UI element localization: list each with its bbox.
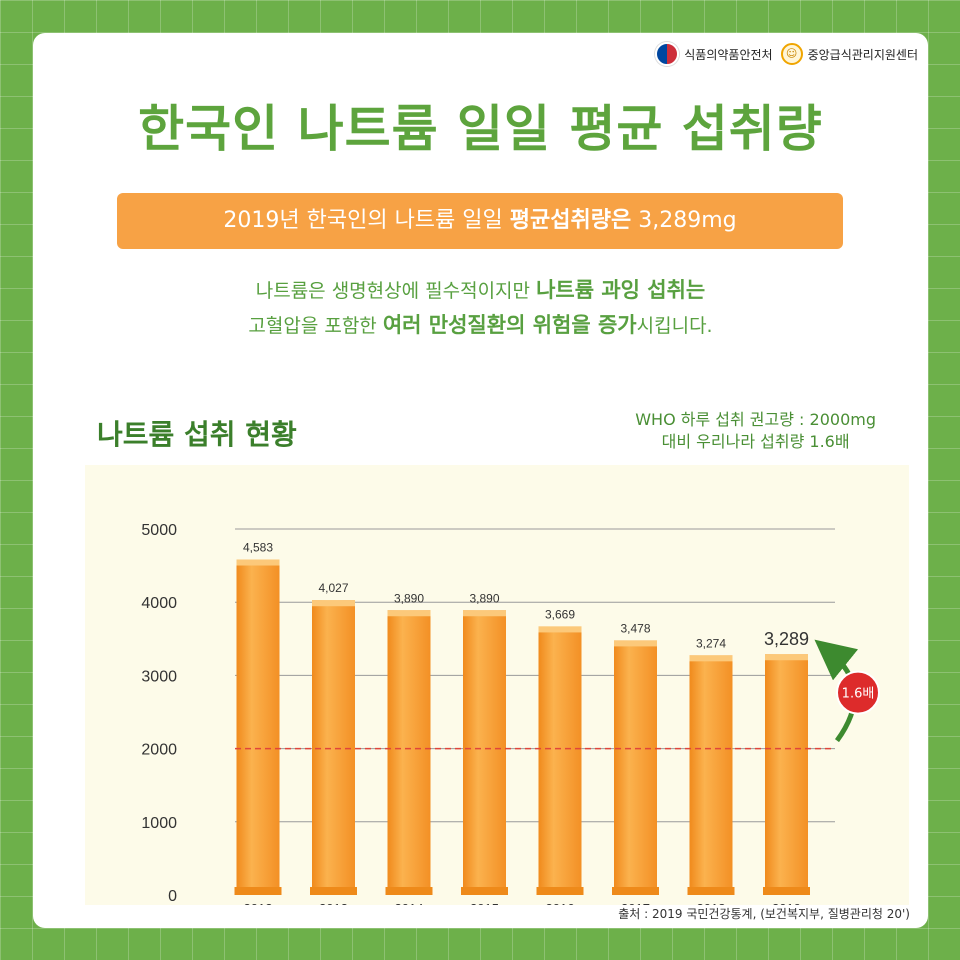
bar-cap xyxy=(312,600,355,607)
bar-cap xyxy=(236,559,280,566)
page-title: 한국인 나트륨 일일 평균 섭취량 xyxy=(138,100,823,158)
ccfsm-logo: ☺ 중앙급식관리지원센터 xyxy=(780,43,918,65)
bar xyxy=(312,600,355,895)
banner-highlight: 평균섭취량은 xyxy=(509,208,632,233)
description-emphasis: 여러 만성질환의 위험을 증가 xyxy=(382,313,637,337)
ratio-badge-label: 1.6배 xyxy=(842,687,875,702)
description-line-2: 고혈압을 포함한 여러 만성질환의 위험을 증가시킵니다. xyxy=(33,308,928,343)
bar xyxy=(614,640,657,895)
bar-base xyxy=(310,887,357,895)
bar-chart: 0 1000 2000 3000 4000 5000 4,583 2012 4,027 2013 3… xyxy=(85,465,909,905)
data-label: 3,274 xyxy=(696,636,726,650)
data-label: 3,890 xyxy=(394,591,424,605)
bar-base xyxy=(612,887,659,895)
y-tick-label: 1000 xyxy=(141,815,177,832)
bar-cap xyxy=(387,610,431,617)
y-tick-label: 4000 xyxy=(141,595,177,612)
data-label: 3,669 xyxy=(545,607,575,621)
x-tick-label: 2016 xyxy=(546,901,575,905)
mfds-logo: 식품의약품안전처 xyxy=(655,42,773,66)
data-label: 4,027 xyxy=(318,581,348,595)
data-label: 3,289 xyxy=(764,629,809,649)
who-note: WHO 하루 섭취 권고량 : 2000mg 대비 우리나라 섭취량 1.6배 xyxy=(635,409,876,453)
chart-svg: 0 1000 2000 3000 4000 5000 4,583 2012 4,027 2013 3… xyxy=(141,522,880,905)
section-title: 나트륨 섭취 현황 xyxy=(97,418,297,451)
data-label: 4,583 xyxy=(243,541,273,555)
mfds-label: 식품의약품안전처 xyxy=(684,47,773,62)
description-text: 시킵니다. xyxy=(636,315,713,337)
bar xyxy=(463,610,506,895)
y-tick-label: 3000 xyxy=(141,668,177,685)
bar-base xyxy=(687,887,735,895)
description-line-1: 나트륨은 생명현상에 필수적이지만 나트륨 과잉 섭취는 xyxy=(33,273,928,308)
data-label: 3,890 xyxy=(469,591,499,605)
x-tick-label: 2015 xyxy=(470,901,499,905)
bar xyxy=(236,559,280,895)
bar-base xyxy=(536,887,584,895)
bar xyxy=(689,655,733,895)
banner-suffix: 3,289mg xyxy=(631,208,737,233)
data-label: 3,478 xyxy=(620,621,650,635)
bar-base xyxy=(385,887,433,895)
ccfsm-label: 중앙급식관리지원센터 xyxy=(807,47,918,62)
y-tick-label: 0 xyxy=(168,888,177,905)
x-tick-label: 2019 xyxy=(772,901,801,905)
description-text: 나트륨은 생명현상에 필수적이지만 xyxy=(255,280,537,302)
description: 나트륨은 생명현상에 필수적이지만 나트륨 과잉 섭취는 고혈압을 포함한 여러… xyxy=(33,273,928,343)
summary-banner: 2019년 한국인의 나트륨 일일 평균섭취량은 3,289mg xyxy=(117,193,843,249)
x-tick-label: 2014 xyxy=(395,901,424,905)
bar-cap xyxy=(463,610,506,617)
bar xyxy=(765,654,808,895)
bar-base xyxy=(461,887,508,895)
description-emphasis: 나트륨 과잉 섭취는 xyxy=(536,278,706,302)
taegeuk-icon xyxy=(655,42,680,66)
banner-prefix: 2019년 한국인의 나트륨 일일 xyxy=(223,208,510,233)
x-tick-label: 2012 xyxy=(244,901,273,905)
x-tick-label: 2018 xyxy=(697,901,726,905)
bar-cap xyxy=(614,640,657,647)
who-note-line-1: WHO 하루 섭취 권고량 : 2000mg xyxy=(635,410,876,429)
bar-base xyxy=(234,887,282,895)
ratio-badge xyxy=(836,670,880,715)
smile-icon: ☺ xyxy=(780,43,803,65)
description-text: 고혈압을 포함한 xyxy=(248,315,383,337)
y-tick-label: 5000 xyxy=(141,522,177,539)
infographic-card: 식품의약품안전처 ☺ 중앙급식관리지원센터 한국인 나트륨 일일 평균 섭취량 … xyxy=(33,33,928,928)
bar xyxy=(538,626,582,895)
bar-cap xyxy=(538,626,582,633)
source-note: 출처 : 2019 국민건강통계, (보건복지부, 질병관리청 20') xyxy=(618,907,910,921)
who-note-line-2: 대비 우리나라 섭취량 1.6배 xyxy=(661,432,850,451)
bar-cap xyxy=(689,655,733,662)
bar-base xyxy=(763,887,810,895)
x-tick-label: 2017 xyxy=(621,901,650,905)
bar-cap xyxy=(765,654,808,661)
x-tick-label: 2013 xyxy=(319,901,348,905)
y-tick-label: 2000 xyxy=(141,742,177,759)
bar xyxy=(387,610,431,895)
logo-bar: 식품의약품안전처 ☺ 중앙급식관리지원센터 xyxy=(655,39,918,69)
